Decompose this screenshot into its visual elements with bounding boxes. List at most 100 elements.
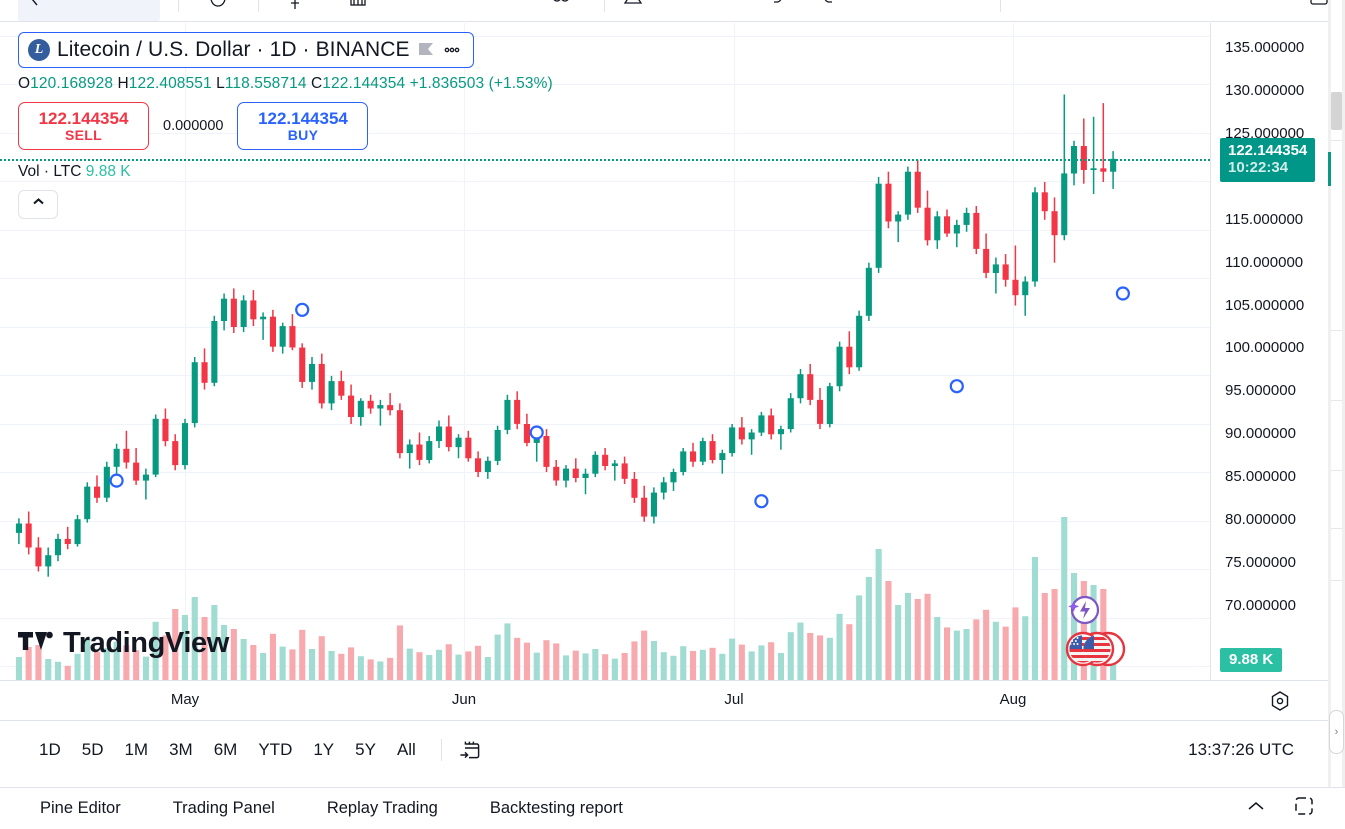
bottom-panel: Pine Editor Trading Panel Replay Trading… <box>0 787 1345 829</box>
price-axis-label: 75.000000 <box>1225 553 1296 571</box>
volume-legend[interactable]: Vol · LTC 9.88 K <box>18 163 553 181</box>
current-price-line <box>0 158 1210 161</box>
range-1m[interactable]: 1M <box>124 739 149 759</box>
candle-type-icon[interactable] <box>205 0 231 12</box>
range-ytd[interactable]: YTD <box>258 739 293 759</box>
toolbar-divider <box>604 0 605 12</box>
sell-label: SELL <box>65 127 102 144</box>
more-options-icon[interactable] <box>442 40 462 60</box>
scrollbar-thumb[interactable] <box>1331 92 1342 130</box>
price-axis-label: 80.000000 <box>1225 511 1296 528</box>
flag-icon <box>417 41 435 59</box>
scrollbar-track[interactable] <box>1331 0 1342 787</box>
legend-collapse-button[interactable] <box>18 189 58 219</box>
rail-tick <box>1331 330 1342 331</box>
high-value: 122.408551 <box>128 75 212 92</box>
chevron-right-icon[interactable]: › <box>1329 710 1344 754</box>
range-3m[interactable]: 3M <box>169 739 193 759</box>
symbol-title: Litecoin / U.S. Dollar · 1D · BINANCE <box>57 38 410 61</box>
price-axis-label: 90.000000 <box>1225 425 1296 443</box>
indicators-icon[interactable] <box>282 0 308 12</box>
bar-replay-icon[interactable] <box>345 0 371 12</box>
redo-icon[interactable] <box>820 0 846 12</box>
maximize-panel-icon[interactable] <box>1291 793 1317 824</box>
rail-tick <box>1331 580 1342 581</box>
low-value: 118.558714 <box>224 75 307 92</box>
price-axis[interactable]: 135.000000 130.000000 125.000000 115.000000… <box>1210 23 1328 680</box>
fullscreen-icon[interactable] <box>1306 0 1332 12</box>
ohlc-values: O120.168928 H122.408551 L118.558714 C122… <box>18 75 553 93</box>
sparkle-lightning-icon[interactable] <box>1066 593 1102 634</box>
crosshair-settings-icon[interactable] <box>1268 689 1292 713</box>
range-5y[interactable]: 5Y <box>355 739 376 759</box>
time-axis-label: May <box>170 691 200 708</box>
spread-value: 0.000000 <box>163 117 224 134</box>
range-5d[interactable]: 5D <box>81 739 104 759</box>
alert-icon[interactable] <box>620 0 646 12</box>
time-axis-label: Jun <box>451 691 477 708</box>
rail-tick <box>1331 470 1342 471</box>
high-label: H <box>117 75 129 92</box>
tab-backtesting-report[interactable]: Backtesting report <box>489 799 623 817</box>
range-1d[interactable]: 1D <box>39 739 61 759</box>
back-arrow-icon[interactable] <box>22 0 48 12</box>
grid-line <box>0 133 1210 134</box>
price-axis-label: 110.000000 <box>1225 253 1304 271</box>
buy-label: BUY <box>287 127 319 144</box>
undo-icon[interactable] <box>760 0 786 12</box>
range-divider <box>440 738 442 761</box>
chart-legend: L Litecoin / U.S. Dollar · 1D · BINANCE … <box>18 32 553 219</box>
bottom-panel-controls <box>1243 793 1317 824</box>
time-axis-label: Aug <box>999 691 1027 708</box>
price-axis-label: 95.000000 <box>1225 382 1296 400</box>
grid-line <box>0 424 1210 425</box>
range-6m[interactable]: 6M <box>213 739 238 759</box>
grid-line <box>0 278 1210 279</box>
volume-label: Vol · LTC <box>18 162 82 180</box>
grid-line <box>0 36 1210 37</box>
time-axis[interactable]: May Jun Jul Aug <box>0 680 1328 720</box>
trade-buttons: 122.144354 SELL 0.000000 122.144354 BUY <box>18 102 553 150</box>
tab-trading-panel[interactable]: Trading Panel <box>172 799 275 817</box>
volume-value: 9.88 K <box>85 162 131 180</box>
current-price-badge[interactable]: 122.144354 10:22:34 <box>1220 137 1316 182</box>
usd-coin-stack-icon[interactable] <box>1064 629 1126 674</box>
symbol-button[interactable]: L Litecoin / U.S. Dollar · 1D · BINANCE <box>18 32 474 68</box>
goto-date-icon[interactable] <box>457 737 483 763</box>
open-label: O <box>18 75 31 92</box>
range-all[interactable]: All <box>396 739 416 759</box>
rail-tick <box>1331 528 1342 529</box>
sell-price: 122.144354 <box>38 109 129 128</box>
grid-line <box>0 569 1210 570</box>
price-axis-label: 85.000000 <box>1225 468 1296 486</box>
volume-value-badge[interactable]: 9.88 K <box>1220 648 1283 672</box>
change-value: +1.836503 (+1.53%) <box>409 75 553 92</box>
price-axis-label: 130.000000 <box>1225 82 1305 100</box>
chart-pane[interactable]: TradingView <box>0 23 1210 680</box>
price-axis-label: 135.000000 <box>1225 39 1305 57</box>
sell-button[interactable]: 122.144354 SELL <box>18 102 149 150</box>
price-axis-label: 70.000000 <box>1225 596 1296 614</box>
toolbar-bottom-border <box>0 21 1345 22</box>
tab-replay-trading[interactable]: Replay Trading <box>326 799 438 817</box>
buy-price: 122.144354 <box>258 109 348 128</box>
grid-line <box>0 327 1210 328</box>
compare-icon[interactable] <box>548 0 574 12</box>
grid-line <box>0 618 1210 619</box>
chevron-up-icon[interactable] <box>1243 793 1269 824</box>
grid-line <box>0 181 1210 182</box>
range-1y[interactable]: 1Y <box>313 739 335 759</box>
grid-line <box>0 472 1210 473</box>
utc-clock: 13:37:26 UTC <box>1188 739 1294 759</box>
toolbar-divider <box>1000 0 1001 12</box>
price-axis-label: 115.000000 <box>1225 210 1304 228</box>
right-scrollbar[interactable]: › <box>1328 0 1345 787</box>
chevron-up-icon <box>30 193 47 215</box>
top-toolbar <box>0 0 1345 22</box>
buy-button[interactable]: 122.144354 BUY <box>237 102 369 150</box>
grid-line <box>734 23 735 680</box>
rail-tick <box>1331 400 1342 401</box>
toolbar-active-pill[interactable] <box>18 0 160 22</box>
tab-pine-editor[interactable]: Pine Editor <box>40 799 121 817</box>
